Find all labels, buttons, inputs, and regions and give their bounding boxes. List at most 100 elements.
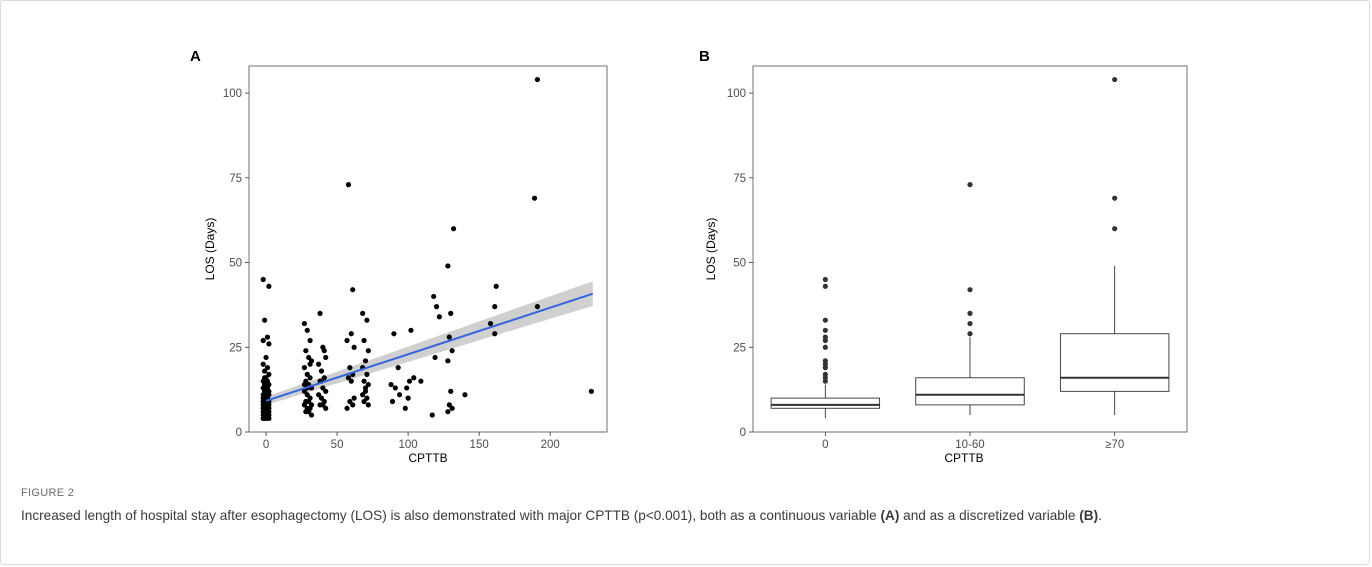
panel-a-point <box>531 195 538 201</box>
panel-a-point <box>364 371 370 377</box>
figure-caption: Increased length of hospital stay after … <box>21 506 1351 526</box>
panel-b-box <box>770 397 881 409</box>
panel-a-point <box>365 348 371 354</box>
panel-a-point <box>308 412 315 418</box>
panel-a-point <box>431 293 437 300</box>
panel-a-point <box>449 348 455 354</box>
panel-a-letter: A <box>190 48 201 65</box>
panel-a-y-tick-label: 100 <box>223 88 242 100</box>
panel-a-point <box>304 327 310 333</box>
panel-b-outlier-point <box>967 287 973 293</box>
panel-a-plot-border <box>248 65 608 433</box>
panel-a-y-tick-label: 0 <box>236 427 242 439</box>
panel-a-point <box>318 368 325 374</box>
panel-a-point <box>402 405 408 411</box>
panel-b-outlier-point <box>1112 226 1118 232</box>
panel-a-point <box>362 388 369 394</box>
panel-a-point <box>260 402 266 408</box>
panel-a-point <box>323 354 329 361</box>
panel-a-point <box>492 304 498 310</box>
panel-a-points-layer <box>260 76 594 422</box>
panel-a-trend-line <box>265 292 594 402</box>
panel-b-x-ticks: 0 10-60 ≥70 <box>822 432 1124 451</box>
panel-a-point <box>347 365 353 371</box>
panel-a-point <box>408 327 414 333</box>
panel-b-x-tick-label: 0 <box>822 439 828 451</box>
panel-a-point <box>266 388 272 394</box>
panel-b-y-ticks: 0 25 50 75 100 <box>727 88 753 439</box>
panel-a-point <box>406 378 413 384</box>
panel-a-point <box>388 381 394 388</box>
panel-a-trend-line-layer <box>265 292 594 402</box>
panel-a-point <box>262 368 268 374</box>
panel-b-y-tick-label: 75 <box>733 173 746 185</box>
panel-a-point <box>260 276 266 283</box>
panel-a-point <box>445 409 451 415</box>
panel-a-point <box>260 361 266 367</box>
panel-a-point <box>301 320 308 327</box>
panel-a-point <box>361 378 367 384</box>
caption-ref-b: (B) <box>1079 508 1099 523</box>
panel-a-point <box>266 283 272 289</box>
panel-a-point <box>321 348 327 354</box>
panel-a-point <box>433 304 440 310</box>
panel-b-outlier-point <box>822 327 828 333</box>
panel-a-point <box>344 337 350 344</box>
panel-a-point <box>436 314 442 320</box>
panel-b-x-tick-label: 10-60 <box>955 439 984 451</box>
panel-b-outlier-point <box>822 317 828 323</box>
figure-label: FIGURE 2 <box>21 487 75 499</box>
panel-b-x-tick-label: ≥70 <box>1105 439 1124 451</box>
panel-a-point <box>445 358 451 364</box>
panel-b-y-tick-label: 50 <box>733 258 746 270</box>
panel-a-point <box>364 317 370 323</box>
panel-a-x-axis-title: CPTTB <box>408 451 447 465</box>
panel-b-outlier-point <box>967 310 973 316</box>
panel-a-point <box>404 385 410 391</box>
panel-b-outlier-point <box>822 276 828 283</box>
panel-a-x-tick-label: 150 <box>470 439 489 451</box>
panel-a-point <box>263 354 269 361</box>
panel-a-point <box>262 375 268 381</box>
panel-b-y-tick-label: 100 <box>727 88 746 100</box>
panel-a-point <box>449 405 455 411</box>
panel-a-point <box>361 337 367 344</box>
panel-a-y-axis-title: LOS (Days) <box>203 218 217 281</box>
panel-a-point <box>351 344 357 350</box>
panel-b-x-axis-title: CPTTB <box>944 451 983 465</box>
panel-a-point <box>588 388 594 394</box>
panel-a-point <box>395 365 401 371</box>
panel-a-point <box>396 392 403 398</box>
panel-a-point <box>262 317 268 323</box>
panel-a-point <box>391 331 397 337</box>
panel-b-letter: B <box>699 48 710 65</box>
figure-chart: A 0 50 100 150 200 0 25 50 75 100 CPTTB LOS (Day… <box>190 48 1188 465</box>
panel-a-point <box>450 226 457 232</box>
panel-a-x-tick-label: 200 <box>541 439 560 451</box>
panel-a-point <box>487 320 494 327</box>
panel-a-x-tick-label: 100 <box>399 439 418 451</box>
panel-b-y-tick-label: 25 <box>733 342 746 354</box>
panel-a-point <box>264 334 271 340</box>
panel-a-point <box>345 182 352 188</box>
caption-text-1: Increased length of hospital stay after … <box>21 508 881 523</box>
panel-b-outlier-point <box>822 344 828 350</box>
panel-a-point <box>405 395 411 401</box>
caption-text-2: and as a discretized variable <box>899 508 1080 523</box>
panel-a-y-tick-label: 50 <box>229 258 242 270</box>
panel-a-point <box>303 348 309 354</box>
panel-b-outlier-point <box>967 182 973 188</box>
panel-a-point <box>360 310 366 316</box>
panel-a-point <box>348 378 354 384</box>
panel-a-point <box>432 354 438 361</box>
panel-a-point <box>351 395 357 401</box>
panel-a-point <box>301 381 308 388</box>
caption-ref-a: (A) <box>880 508 900 523</box>
panel-b-y-tick-label: 0 <box>740 427 746 439</box>
panel-b-outlier-point <box>822 283 828 289</box>
panel-a-point <box>448 388 454 394</box>
panel-b-outlier-point <box>1112 195 1118 201</box>
panel-a-point <box>344 405 350 411</box>
panel-a-point <box>365 402 371 408</box>
panel-b-outlier-point <box>967 320 973 327</box>
